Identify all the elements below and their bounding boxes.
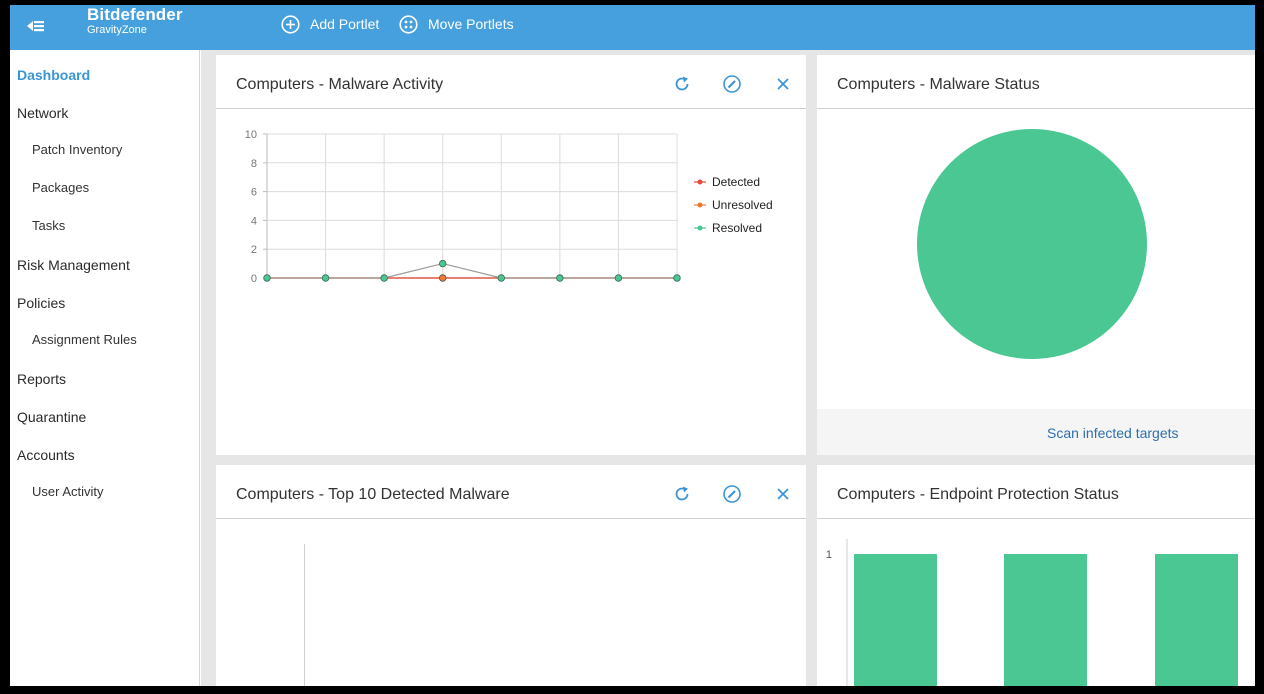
sidebar-item-accounts[interactable]: Accounts: [17, 447, 75, 463]
app-window: Bitdefender GravityZone Add Portlet Move…: [10, 5, 1255, 686]
y-tick-label: 1: [826, 549, 832, 561]
dashboard-content: Computers - Malware Activity 0 2 4 6 8 10 Dete…: [201, 50, 1255, 686]
edit-icon[interactable]: [722, 74, 742, 94]
portlet-top10-malware: Computers - Top 10 Detected Malware: [216, 465, 806, 686]
sidebar-item-assignment-rules[interactable]: Assignment Rules: [32, 332, 137, 347]
portlet-malware-status: Computers - Malware Status Scan infected…: [817, 55, 1255, 455]
add-portlet-label: Add Portlet: [310, 16, 380, 32]
series-line-resolved: [267, 262, 677, 279]
sidebar: Dashboard Network Patch Inventory Packag…: [10, 50, 200, 686]
brand-name: Bitdefender: [87, 5, 183, 24]
data-point-resolved: [556, 274, 564, 282]
plus-circle-icon: [281, 14, 300, 34]
portlet-header: Computers - Top 10 Detected Malware: [216, 465, 806, 519]
edit-icon[interactable]: [722, 484, 742, 504]
sidebar-item-quarantine[interactable]: Quarantine: [17, 409, 87, 425]
portlet-title: Computers - Top 10 Detected Malware: [236, 486, 510, 503]
legend-label-resolved: Resolved: [712, 221, 762, 235]
move-grid-icon: [399, 14, 418, 34]
legend-swatch-dot: [697, 179, 703, 185]
data-point-resolved: [321, 274, 330, 282]
add-portlet-button[interactable]: Add Portlet: [281, 13, 379, 35]
y-tick-label: 4: [251, 215, 257, 227]
sidebar-item-policies[interactable]: Policies: [17, 295, 66, 311]
malware-activity-chart: 0 2 4 6 8 10 Detected Unresolved Resolved: [245, 129, 773, 285]
sidebar-item-tasks[interactable]: Tasks: [32, 218, 66, 233]
protection-status-bar-chart: 1: [826, 539, 1238, 686]
y-tick-label: 10: [245, 129, 257, 141]
sidebar-item-packages[interactable]: Packages: [32, 180, 90, 195]
sidebar-item-user-activity[interactable]: User Activity: [32, 484, 104, 499]
bar: [854, 554, 937, 686]
portlet-header: Computers - Malware Status: [817, 55, 1255, 109]
data-point-unresolved: [439, 274, 447, 282]
pie-slice: [917, 129, 1147, 359]
brand-subtitle: GravityZone: [87, 24, 147, 36]
portlet-malware-activity: Computers - Malware Activity 0 2 4 6 8 10 Dete…: [216, 55, 806, 455]
portlet-title: Computers - Malware Activity: [236, 76, 444, 93]
legend-label-unresolved: Unresolved: [712, 198, 773, 212]
data-point-resolved: [439, 259, 447, 268]
brand-logo: Bitdefender GravityZone: [87, 6, 183, 37]
top-bar: Bitdefender GravityZone Add Portlet Move…: [10, 5, 1255, 50]
portlet-header: Computers - Endpoint Protection Status: [817, 465, 1255, 519]
data-point-resolved: [614, 274, 623, 282]
legend-swatch-dot: [697, 225, 703, 231]
collapse-menu-icon[interactable]: [24, 15, 48, 37]
move-portlets-button[interactable]: Move Portlets: [399, 13, 514, 35]
refresh-icon[interactable]: [672, 484, 692, 504]
close-icon[interactable]: [773, 74, 793, 94]
portlet-endpoint-protection-status: Computers - Endpoint Protection Status 1: [817, 465, 1255, 686]
sidebar-item-risk-management[interactable]: Risk Management: [17, 257, 130, 273]
bar: [1004, 554, 1087, 686]
sidebar-item-patch-inventory[interactable]: Patch Inventory: [32, 142, 123, 157]
legend-label-detected: Detected: [712, 175, 760, 189]
bar: [1155, 554, 1238, 686]
portlet-title: Computers - Malware Status: [837, 76, 1040, 93]
y-tick-label: 8: [251, 158, 257, 170]
sidebar-item-dashboard[interactable]: Dashboard: [17, 67, 91, 83]
data-point-resolved: [497, 274, 505, 282]
close-icon[interactable]: [773, 484, 793, 504]
chart-axis-line: [304, 544, 305, 686]
scan-infected-targets-link[interactable]: Scan infected targets: [1047, 425, 1179, 441]
legend-swatch-dot: [697, 202, 703, 208]
portlet-footer: Scan infected targets: [817, 409, 1255, 455]
move-portlets-label: Move Portlets: [428, 16, 514, 32]
y-tick-label: 2: [251, 244, 257, 256]
portlet-header: Computers - Malware Activity: [216, 55, 806, 109]
y-tick-label: 0: [251, 273, 257, 285]
data-point-resolved: [673, 274, 681, 282]
malware-status-pie: [917, 129, 1147, 359]
data-point-resolved: [380, 274, 388, 282]
y-tick-label: 6: [251, 187, 257, 199]
sidebar-item-reports[interactable]: Reports: [17, 371, 67, 387]
refresh-icon[interactable]: [672, 74, 692, 94]
data-point-resolved: [263, 274, 271, 282]
sidebar-item-network[interactable]: Network: [17, 105, 69, 121]
portlet-title: Computers - Endpoint Protection Status: [837, 486, 1119, 503]
